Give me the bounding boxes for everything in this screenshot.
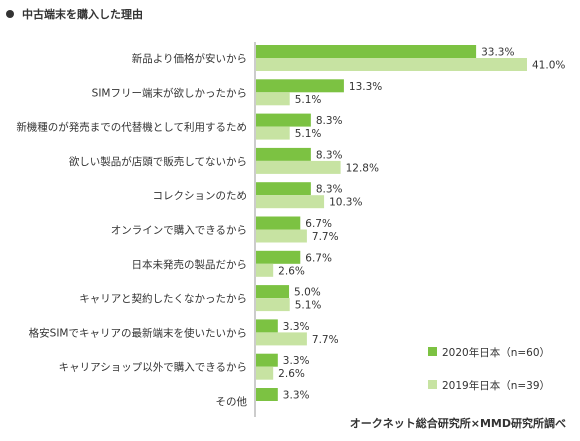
legend-swatch-2019 xyxy=(428,380,437,389)
bar-2020 xyxy=(256,250,301,264)
bar-2019 xyxy=(256,229,307,243)
category-label: SIMフリー端末が欲しかったから xyxy=(92,86,247,99)
bar-2019 xyxy=(256,58,527,71)
bar-2020 xyxy=(256,113,311,127)
bar-2019 xyxy=(256,332,307,346)
data-label: 13.3% xyxy=(349,81,382,93)
category-label: 欲しい製品が店頭で販売してないから xyxy=(69,155,247,168)
source-credit: オークネット総合研究所×MMD研究所調べ xyxy=(349,417,566,430)
bar-2019 xyxy=(256,92,290,106)
bar-2020 xyxy=(256,319,278,333)
category-label: その他 xyxy=(216,395,248,408)
bar-2019 xyxy=(256,126,290,140)
bar-2020 xyxy=(256,388,278,401)
data-label: 6.7% xyxy=(305,252,332,264)
category-label: 日本未発売の製品だから xyxy=(132,258,248,271)
bullet-icon xyxy=(6,10,14,18)
bar-2020 xyxy=(256,216,301,230)
bar-2020 xyxy=(256,353,278,367)
bar-2019 xyxy=(256,366,274,380)
data-label: 3.3% xyxy=(283,355,310,367)
bar-2019 xyxy=(256,263,274,277)
bar-2019 xyxy=(256,160,341,174)
bar-2019 xyxy=(256,195,325,209)
bar-2019 xyxy=(256,298,290,312)
data-label: 3.3% xyxy=(283,390,310,402)
data-label: 8.3% xyxy=(316,184,343,196)
data-label: 5.1% xyxy=(295,94,322,106)
data-label: 8.3% xyxy=(316,115,343,127)
chart-title: 中古端末を購入した理由 xyxy=(6,6,143,22)
chart-title-text: 中古端末を購入した理由 xyxy=(22,8,143,21)
legend-label: 2020年日本（n=60） xyxy=(442,346,550,359)
data-label: 3.3% xyxy=(283,321,310,333)
data-label: 2.6% xyxy=(278,368,305,380)
category-label: コレクションのため xyxy=(153,190,248,202)
data-label: 10.3% xyxy=(329,197,362,209)
data-label: 6.7% xyxy=(305,218,332,230)
data-label: 8.3% xyxy=(316,149,343,161)
category-label: 格安SIMでキャリアの最新端末を使いたいから xyxy=(29,326,247,339)
data-label: 2.6% xyxy=(278,265,305,277)
bar-2020 xyxy=(256,285,290,299)
category-label: キャリアと契約したくなかったから xyxy=(79,292,247,305)
bar-2020 xyxy=(256,79,344,93)
category-label: キャリアショップ以外で購入できるから xyxy=(59,361,247,374)
legend-swatch-2020 xyxy=(428,347,437,356)
data-label: 7.7% xyxy=(312,231,339,243)
legend-label: 2019年日本（n=39） xyxy=(442,379,550,392)
data-label: 5.1% xyxy=(295,128,322,140)
data-label: 5.0% xyxy=(294,287,321,299)
category-label: 新品より価格が安いから xyxy=(132,52,247,65)
bar-2020 xyxy=(256,147,311,161)
category-label: オンラインで購入できるから xyxy=(111,224,247,237)
bar-2020 xyxy=(256,182,311,196)
data-label: 7.7% xyxy=(312,334,339,346)
data-label: 5.1% xyxy=(295,300,322,312)
bar-2020 xyxy=(256,45,477,58)
category-label: 新機種のが発売までの代替機として利用するため xyxy=(16,121,247,134)
data-label: 12.8% xyxy=(346,162,379,174)
data-label: 41.0% xyxy=(532,60,565,72)
data-label: 33.3% xyxy=(481,47,514,59)
